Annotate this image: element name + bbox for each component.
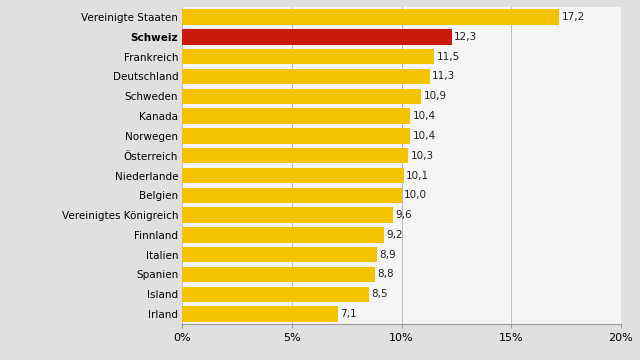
Bar [182, 89, 421, 104]
Bar [182, 188, 402, 203]
Text: 12,3: 12,3 [454, 32, 477, 42]
Text: 8,5: 8,5 [371, 289, 388, 299]
Text: 11,5: 11,5 [436, 52, 460, 62]
Bar [182, 108, 410, 124]
Bar [182, 29, 452, 45]
Bar [182, 9, 559, 25]
Text: 8,8: 8,8 [378, 270, 394, 279]
Text: 11,3: 11,3 [432, 72, 456, 81]
Text: 10,0: 10,0 [404, 190, 427, 200]
Text: 10,4: 10,4 [413, 111, 436, 121]
Text: 7,1: 7,1 [340, 309, 357, 319]
Bar [182, 128, 410, 144]
Text: 10,9: 10,9 [424, 91, 447, 101]
Text: 10,3: 10,3 [410, 151, 433, 161]
Text: 17,2: 17,2 [562, 12, 585, 22]
Bar [182, 69, 430, 84]
Text: 10,1: 10,1 [406, 171, 429, 180]
Text: 9,6: 9,6 [395, 210, 412, 220]
Bar [182, 49, 435, 64]
Text: 10,4: 10,4 [413, 131, 436, 141]
Text: 8,9: 8,9 [380, 250, 396, 260]
Text: 9,2: 9,2 [387, 230, 403, 240]
Bar [182, 247, 378, 262]
Bar [182, 207, 393, 223]
Bar [182, 287, 369, 302]
Bar [182, 227, 384, 243]
Bar [182, 306, 338, 322]
Bar [182, 148, 408, 163]
Bar [182, 267, 375, 282]
Bar [182, 168, 404, 183]
